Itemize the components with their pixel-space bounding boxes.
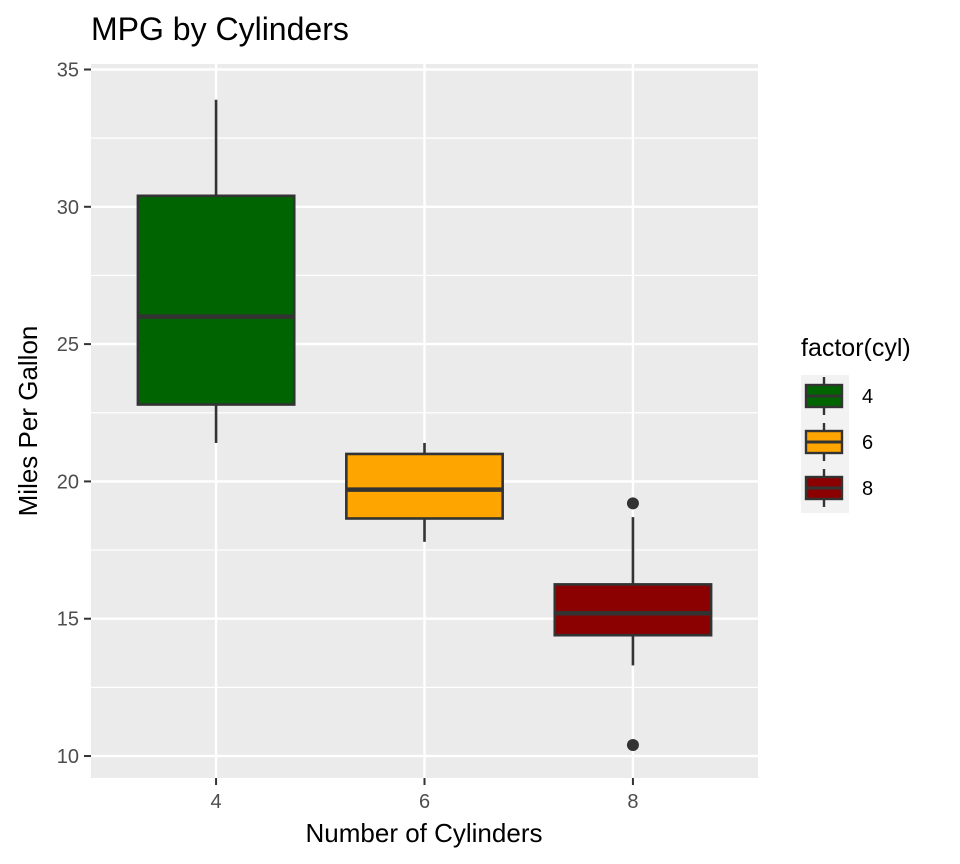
outlier-point [626,497,639,510]
legend-item-4: 4 [804,377,873,415]
box-6 [345,442,504,542]
legend-title: factor(cyl) [801,334,911,362]
box-body [553,583,713,637]
outlier-point [626,739,639,752]
x-axis: 4 6 8 [211,778,639,813]
x-tick-label: 4 [211,791,222,813]
x-axis-title: Number of Cylinders [306,818,543,848]
x-tick-label: 8 [627,791,638,813]
box-body [136,194,296,406]
y-axis-title: Miles Per Gallon [13,326,43,517]
y-tick-label: 35 [57,59,79,81]
legend-label: 6 [862,432,873,454]
y-tick-label: 10 [57,746,79,768]
box-8 [553,497,713,752]
y-tick-label: 20 [57,471,79,493]
legend-item-6: 6 [804,423,873,461]
y-axis: 10 15 20 25 30 35 [57,59,91,768]
legend-label: 4 [862,386,873,408]
legend: factor(cyl) 4 6 8 [801,334,911,513]
x-tick-label: 6 [419,791,430,813]
box-4 [136,99,296,443]
chart-title: MPG by Cylinders [91,11,349,47]
y-tick-label: 30 [57,197,79,219]
box-body [345,452,504,520]
legend-item-8: 8 [804,469,873,507]
legend-label: 8 [862,478,873,500]
y-tick-label: 15 [57,609,79,631]
y-tick-label: 25 [57,334,79,356]
boxes-group [136,99,713,752]
